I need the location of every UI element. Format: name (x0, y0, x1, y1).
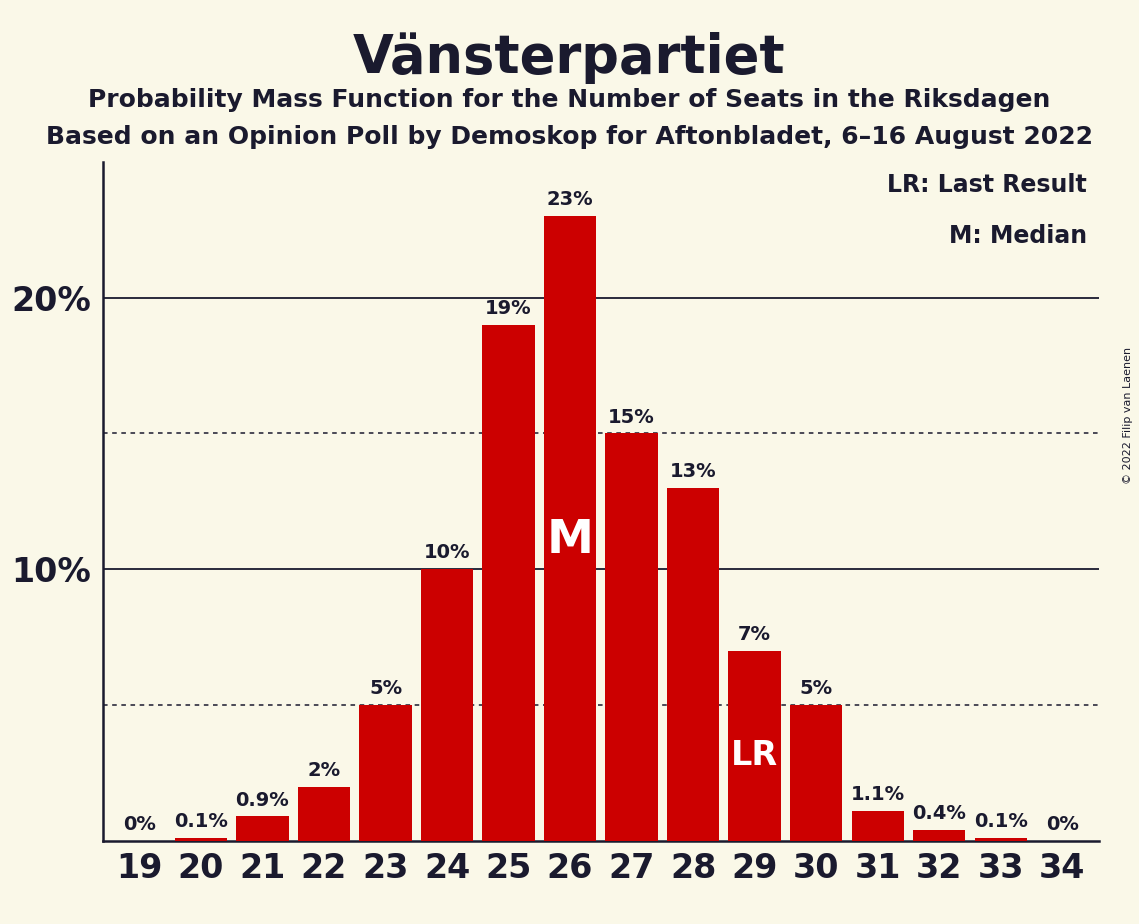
Bar (729, 650, 780, 841)
Text: M: Median: M: Median (949, 225, 1087, 249)
Text: 1.1%: 1.1% (851, 785, 904, 804)
Text: 23%: 23% (547, 190, 593, 209)
Text: 0%: 0% (123, 815, 156, 834)
Bar (606, 433, 657, 841)
Text: 0.4%: 0.4% (912, 804, 966, 823)
Bar (483, 324, 534, 841)
Text: 19%: 19% (485, 298, 532, 318)
Text: 0%: 0% (1046, 815, 1079, 834)
Text: 5%: 5% (369, 679, 402, 699)
Text: M: M (547, 518, 593, 564)
Text: 0.1%: 0.1% (974, 812, 1027, 832)
Text: 0.9%: 0.9% (236, 791, 289, 809)
Text: 15%: 15% (608, 407, 655, 427)
Text: LR: LR (731, 739, 778, 772)
Bar (236, 817, 288, 841)
Bar (790, 705, 842, 841)
Text: LR: Last Result: LR: Last Result (887, 173, 1087, 197)
Text: 13%: 13% (670, 462, 716, 480)
Bar (544, 216, 596, 841)
Bar (297, 786, 350, 841)
Text: 5%: 5% (800, 679, 833, 699)
Bar (975, 838, 1027, 841)
Bar (913, 830, 966, 841)
Text: Based on an Opinion Poll by Demoskop for Aftonbladet, 6–16 August 2022: Based on an Opinion Poll by Demoskop for… (46, 125, 1093, 149)
Text: Probability Mass Function for the Number of Seats in the Riksdagen: Probability Mass Function for the Number… (89, 88, 1050, 112)
Text: 10%: 10% (424, 543, 470, 563)
Text: © 2022 Filip van Laenen: © 2022 Filip van Laenen (1123, 347, 1133, 484)
Text: Vänsterpartiet: Vänsterpartiet (353, 32, 786, 84)
Bar (421, 569, 473, 841)
Bar (852, 811, 904, 841)
Text: 2%: 2% (308, 760, 341, 780)
Bar (360, 705, 411, 841)
Bar (174, 838, 227, 841)
Bar (667, 488, 719, 841)
Text: 7%: 7% (738, 625, 771, 644)
Text: 0.1%: 0.1% (174, 812, 228, 832)
